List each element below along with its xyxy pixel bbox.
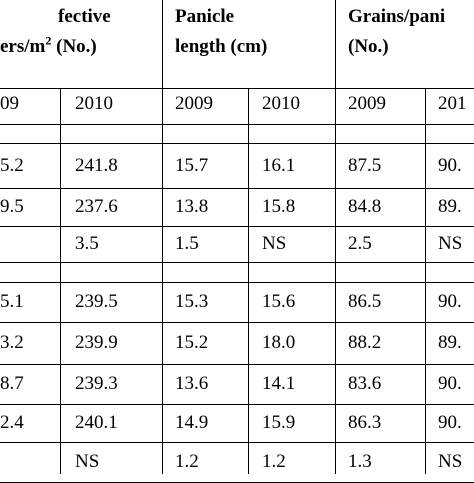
cell-text: NS [438, 451, 463, 472]
year-label: 2010 [75, 93, 113, 114]
cell-text: 1.2 [175, 451, 199, 472]
cell-text: 2.4 [0, 412, 24, 433]
header-text: fective [58, 6, 111, 27]
cell-text: 13.8 [175, 196, 209, 217]
year-label: 2009 [348, 93, 386, 114]
row-rule [0, 124, 474, 125]
cell-text: 90. [438, 291, 462, 312]
cell-text: 90. [438, 373, 462, 394]
cell-text: 2.5 [348, 233, 372, 254]
cell-text: 16.1 [262, 154, 296, 176]
cell-text: 15.7 [175, 154, 209, 176]
cell-text: 15.9 [262, 412, 296, 433]
cell-text: 9.5 [0, 196, 24, 217]
row-rule [0, 282, 474, 283]
cell-text: 239.5 [75, 291, 118, 312]
column-rule [425, 88, 426, 474]
cell-text: 89. [438, 332, 462, 353]
cell-text: 5.1 [0, 291, 24, 312]
cell-text: 3.2 [0, 332, 24, 353]
cell-text: 237.6 [75, 196, 118, 217]
row-rule [0, 262, 474, 263]
cell-text: 3.5 [75, 233, 99, 254]
row-rule [0, 442, 474, 443]
row-rule [0, 226, 474, 227]
cell-text: 86.5 [348, 291, 382, 312]
header-text: ers/m2 (No.) [0, 33, 97, 58]
cell-text: 239.9 [75, 332, 118, 353]
cell-text: 18.0 [262, 332, 296, 353]
cell-text: 14.1 [262, 373, 296, 394]
cell-text: NS [262, 233, 287, 254]
year-label: 2010 [262, 93, 300, 114]
cell-text: NS [438, 233, 463, 254]
cell-text: 15.3 [175, 291, 209, 312]
year-label: 201 [438, 93, 467, 114]
cell-text: 239.3 [75, 373, 118, 394]
cell-text: 90. [438, 412, 462, 433]
row-rule [0, 404, 474, 405]
cell-text: NS [75, 451, 100, 472]
cell-text: 1.2 [262, 451, 286, 472]
cell-text: 8.7 [0, 373, 24, 394]
cell-text: 1.3 [348, 451, 372, 472]
cell-text: 15.8 [262, 196, 296, 217]
header-text: length (cm) [175, 36, 268, 57]
row-rule [0, 364, 474, 365]
header-text: (No.) [56, 36, 97, 57]
cell-text: 90. [438, 154, 462, 176]
cell-text: 241.8 [75, 154, 118, 176]
row-rule [0, 143, 474, 144]
cell-text: 5.2 [0, 154, 24, 176]
cell-text: 13.6 [175, 373, 209, 394]
header-text: (No.) [348, 36, 389, 57]
column-rule [248, 88, 249, 474]
cell-text: 14.9 [175, 412, 209, 433]
cell-text: 15.2 [175, 332, 209, 353]
cell-text: 86.3 [348, 412, 382, 433]
cell-text: 240.1 [75, 412, 118, 433]
year-label: 09 [0, 93, 19, 114]
row-rule [0, 322, 474, 323]
row-rule [0, 88, 474, 89]
header-text: ers/m [0, 36, 46, 57]
cell-text: 1.5 [175, 233, 199, 254]
cell-text: 87.5 [348, 154, 382, 176]
cell-text: 83.6 [348, 373, 382, 394]
cell-text: 88.2 [348, 332, 382, 353]
column-rule [162, 0, 163, 474]
column-rule [60, 88, 61, 474]
row-rule [0, 188, 474, 189]
cell-text: 84.8 [348, 196, 382, 217]
column-rule [335, 0, 336, 474]
year-label: 2009 [175, 93, 213, 114]
cell-text: 15.6 [262, 291, 296, 312]
header-text: Panicle [175, 6, 235, 27]
header-text: Grains/pani [348, 6, 446, 27]
superscript: 2 [45, 33, 52, 48]
cell-text: 89. [438, 196, 462, 217]
